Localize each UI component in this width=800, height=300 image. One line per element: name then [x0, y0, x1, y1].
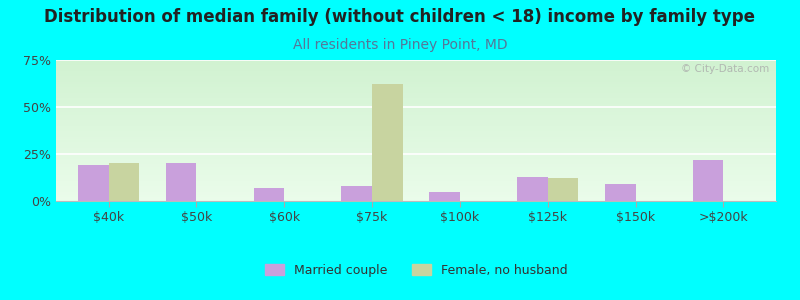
Text: Distribution of median family (without children < 18) income by family type: Distribution of median family (without c… — [45, 8, 755, 26]
Legend: Married couple, Female, no husband: Married couple, Female, no husband — [260, 259, 572, 282]
Bar — [429, 192, 460, 201]
Bar — [605, 184, 635, 201]
Bar — [517, 177, 548, 201]
Bar — [254, 188, 284, 201]
Bar — [548, 178, 578, 201]
Bar — [693, 160, 723, 201]
Bar — [78, 165, 109, 201]
Text: All residents in Piney Point, MD: All residents in Piney Point, MD — [293, 38, 507, 52]
Bar — [372, 84, 403, 201]
Text: © City-Data.com: © City-Data.com — [681, 64, 769, 74]
Bar — [342, 186, 372, 201]
Bar — [109, 164, 139, 201]
Bar — [166, 164, 197, 201]
